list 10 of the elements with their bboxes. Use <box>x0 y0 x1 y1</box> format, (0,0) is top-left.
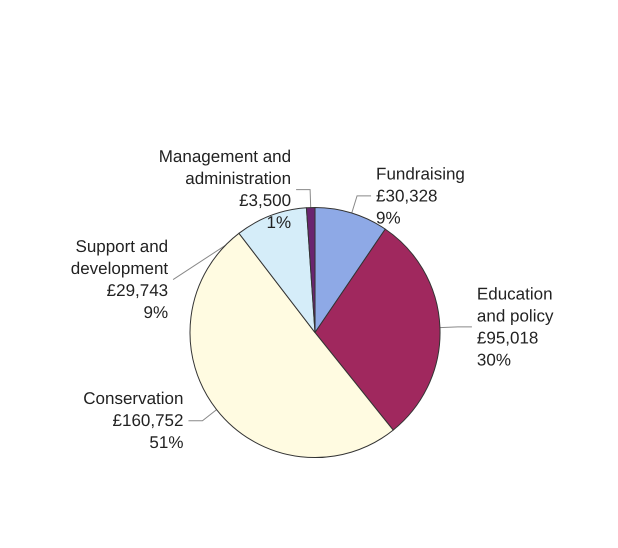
data-label: £3,500 1% <box>239 191 292 232</box>
slice-label: Education and policy <box>476 284 554 326</box>
data-label: £30,328 9% <box>376 186 438 228</box>
slice-label: Conservation <box>83 389 184 408</box>
slice-label: Management and administration <box>158 147 292 188</box>
slice-label: Fundraising <box>376 164 465 184</box>
data-label: £160,752 51% <box>112 411 184 452</box>
data-label: £95,018 30% <box>476 328 538 370</box>
slice-label: Support and development <box>70 237 168 278</box>
data-label: £29,743 9% <box>106 281 168 322</box>
